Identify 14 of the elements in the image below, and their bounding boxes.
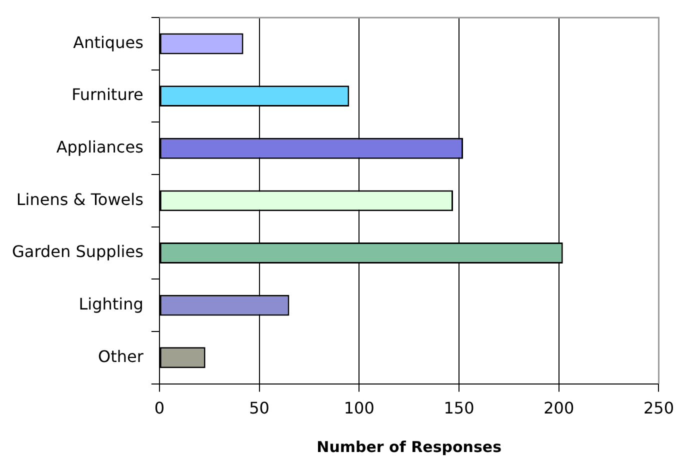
y-tick-label: Other [98,346,144,366]
x-tick-label: 0 [154,398,164,418]
y-tick-label: Lighting [78,294,144,314]
y-tick-label: Antiques [73,32,144,52]
x-tick-label: 250 [643,398,674,418]
x-axis-title: Number of Responses [316,438,502,456]
x-tick-label: 50 [249,398,270,418]
x-tick-label: 200 [544,398,574,418]
x-tick-label: 100 [344,398,374,418]
y-tick-label: Garden Supplies [12,242,144,262]
y-tick-label: Linens & Towels [16,190,144,209]
y-tick-label: Furniture [72,85,144,104]
y-tick-label: Appliances [56,138,144,157]
x-tick-label: 150 [444,398,474,418]
